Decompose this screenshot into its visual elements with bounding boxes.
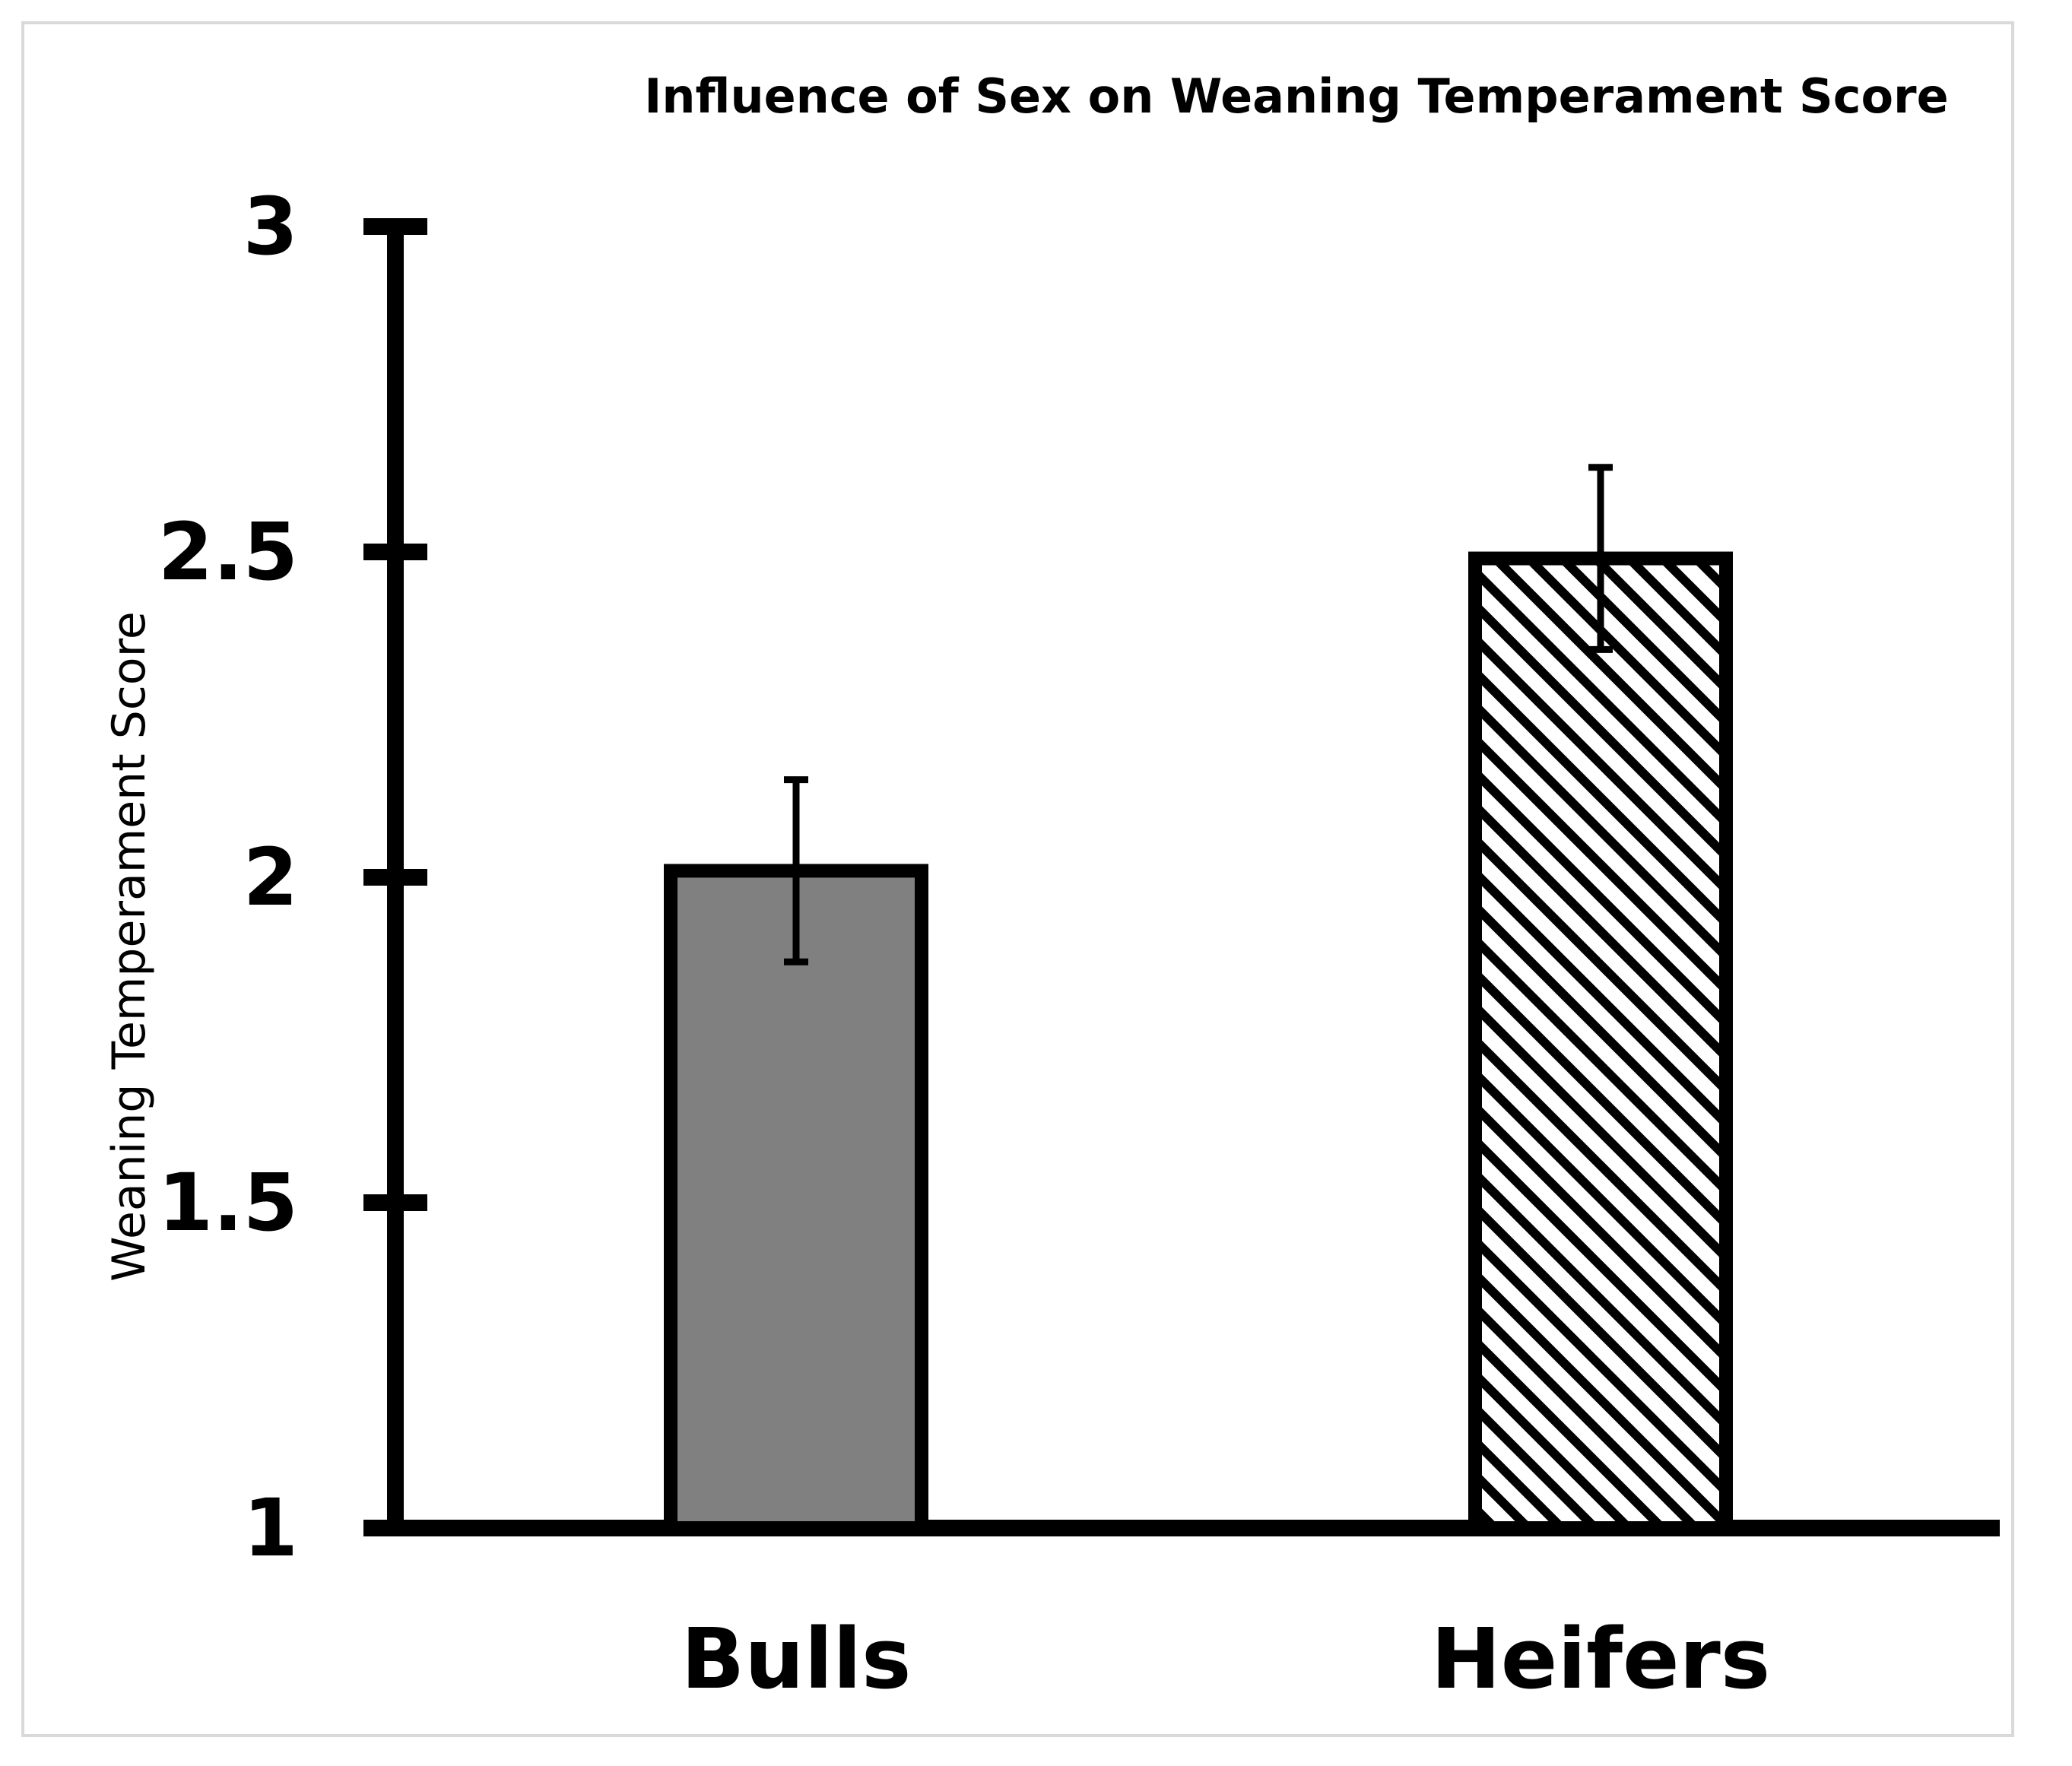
y-tick-label: 1.5 [158, 1156, 298, 1249]
y-tick-label: 3 [243, 180, 298, 273]
chart-title: Influence of Sex on Weaning Temperament … [644, 68, 1948, 124]
bars-group: Bulls Heifers [664, 464, 1771, 1707]
chart-frame [21, 21, 2014, 1737]
y-tick-label: 1 [243, 1482, 298, 1574]
x-tick-label-bulls: Bulls [681, 1610, 911, 1707]
y-tick-label: 2.5 [158, 506, 298, 598]
error-bar-bulls [784, 776, 808, 965]
y-axis-label: Weaning Temperament Score [103, 611, 156, 1282]
bar-bulls [664, 864, 928, 1535]
x-tick-label-heifers: Heifers [1431, 1610, 1771, 1707]
bar-heifers [1468, 551, 1733, 1535]
error-bar-heifers [1588, 464, 1613, 653]
y-tick-label: 2 [243, 831, 298, 924]
